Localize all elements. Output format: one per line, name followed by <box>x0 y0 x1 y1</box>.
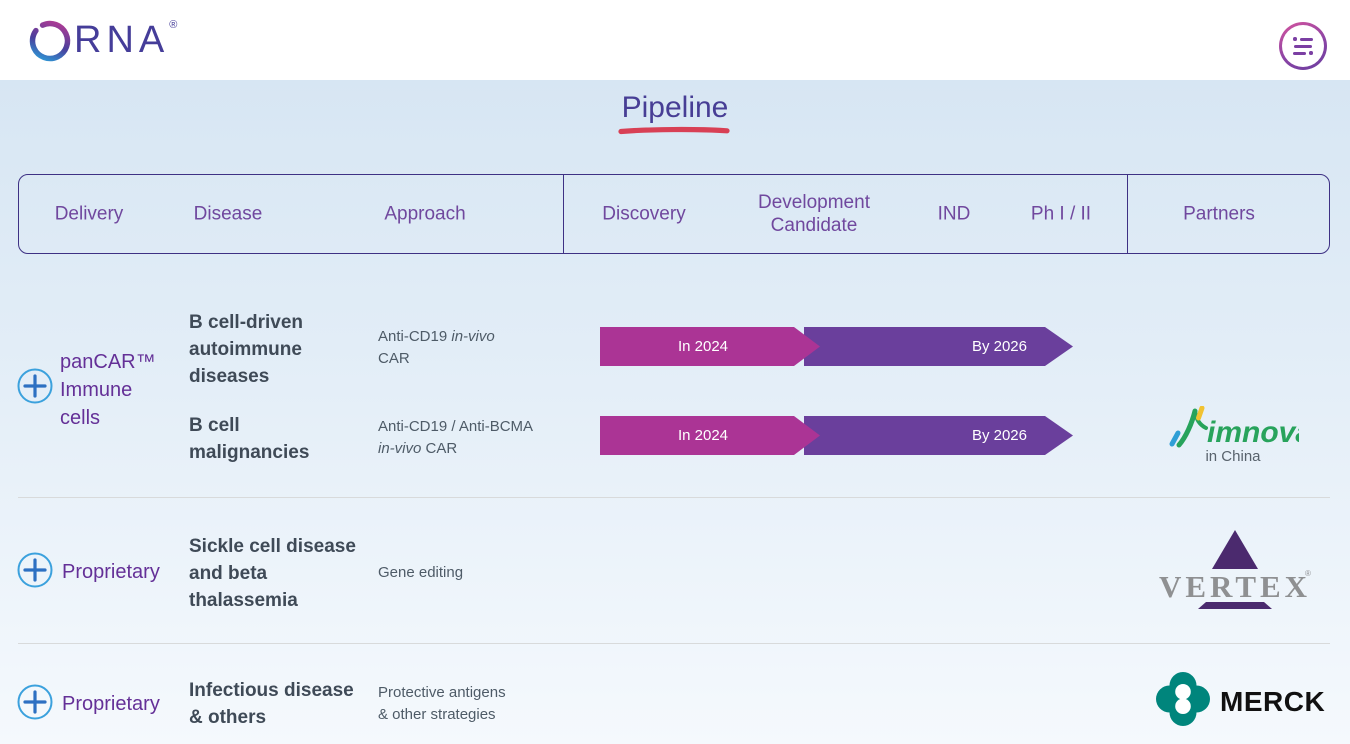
orna-logo[interactable]: RNA ® <box>28 17 177 68</box>
header-divider <box>1127 175 1128 253</box>
expand-plus-icon[interactable] <box>17 552 53 588</box>
orna-logo-o-swirl-icon <box>28 17 72 68</box>
svg-text:VERTEX: VERTEX <box>1159 569 1311 604</box>
column-header-disease: Disease <box>193 203 263 225</box>
column-header-discovery: Discovery <box>602 203 686 225</box>
approach-gene-editing: Gene editing <box>378 564 464 581</box>
approach-anti-cd19: Anti-CD19 in-vivo CAR <box>378 328 495 367</box>
column-header-development-candidate: Development Candidate <box>758 192 870 236</box>
top-navigation-bar: RNA ® <box>0 0 1350 80</box>
delivery-label-pancar: panCAR™ Immune cells <box>60 351 156 429</box>
column-header-ph1-2: Ph I / II <box>1030 203 1092 225</box>
timeline-end-segment: By 2026 <box>804 416 1073 455</box>
column-header-approach: Approach <box>384 203 466 225</box>
disease-b-cell-autoimmune: B cell-driven autoimmune diseases <box>189 312 304 387</box>
pipeline-table-header: Delivery Disease Approach Discovery Deve… <box>18 174 1330 254</box>
expand-plus-icon[interactable] <box>17 368 53 404</box>
approach-protective-antigens: Protective antigens & other strategies <box>378 684 506 723</box>
header-divider <box>563 175 564 253</box>
disease-b-cell-malignancies: B cell malignancies <box>189 415 310 463</box>
merck-wordmark: MERCK <box>1220 685 1326 717</box>
page-title: Pipeline <box>621 91 729 124</box>
expand-plus-icon[interactable] <box>17 684 53 720</box>
timeline-start-segment: In 2024 <box>600 416 820 455</box>
title-underline-stroke <box>618 123 730 141</box>
timeline-arrow: In 2024 By 2026 <box>600 327 1073 366</box>
column-header-delivery: Delivery <box>54 203 124 225</box>
timeline-end-segment: By 2026 <box>804 327 1073 366</box>
timeline-arrow: In 2024 By 2026 <box>600 416 1073 455</box>
menu-list-icon <box>1282 25 1324 67</box>
row-divider <box>18 643 1330 644</box>
orna-logo-letters: RNA <box>74 19 170 61</box>
merck-logo: MERCK <box>1156 672 1325 731</box>
timeline-start-segment: In 2024 <box>600 327 820 366</box>
orna-logo-registered-mark: ® <box>169 19 178 31</box>
svg-text:imnova: imnova <box>1207 416 1299 448</box>
pipeline-section: Pipeline Delivery Disease Approach Disco… <box>0 80 1350 744</box>
column-header-ind: IND <box>937 203 971 225</box>
disease-sickle-cell: Sickle cell disease and beta thalassemia <box>189 536 356 611</box>
menu-button[interactable] <box>1279 22 1327 70</box>
column-header-partners: Partners <box>1183 203 1255 225</box>
partner-note-in-china: in China <box>1205 448 1261 465</box>
delivery-label-proprietary: Proprietary <box>62 693 160 715</box>
svg-text:®: ® <box>1305 569 1311 578</box>
merck-flower-icon <box>1156 672 1210 731</box>
approach-anti-cd19-bcma: Anti-CD19 / Anti-BCMA in-vivo CAR <box>378 418 534 457</box>
row-divider <box>18 497 1330 498</box>
disease-infectious: Infectious disease & others <box>189 680 354 728</box>
vertex-logo: VERTEX ® <box>1159 528 1311 619</box>
delivery-label-proprietary: Proprietary <box>62 561 160 583</box>
simnova-logo: imnova <box>1167 405 1312 453</box>
